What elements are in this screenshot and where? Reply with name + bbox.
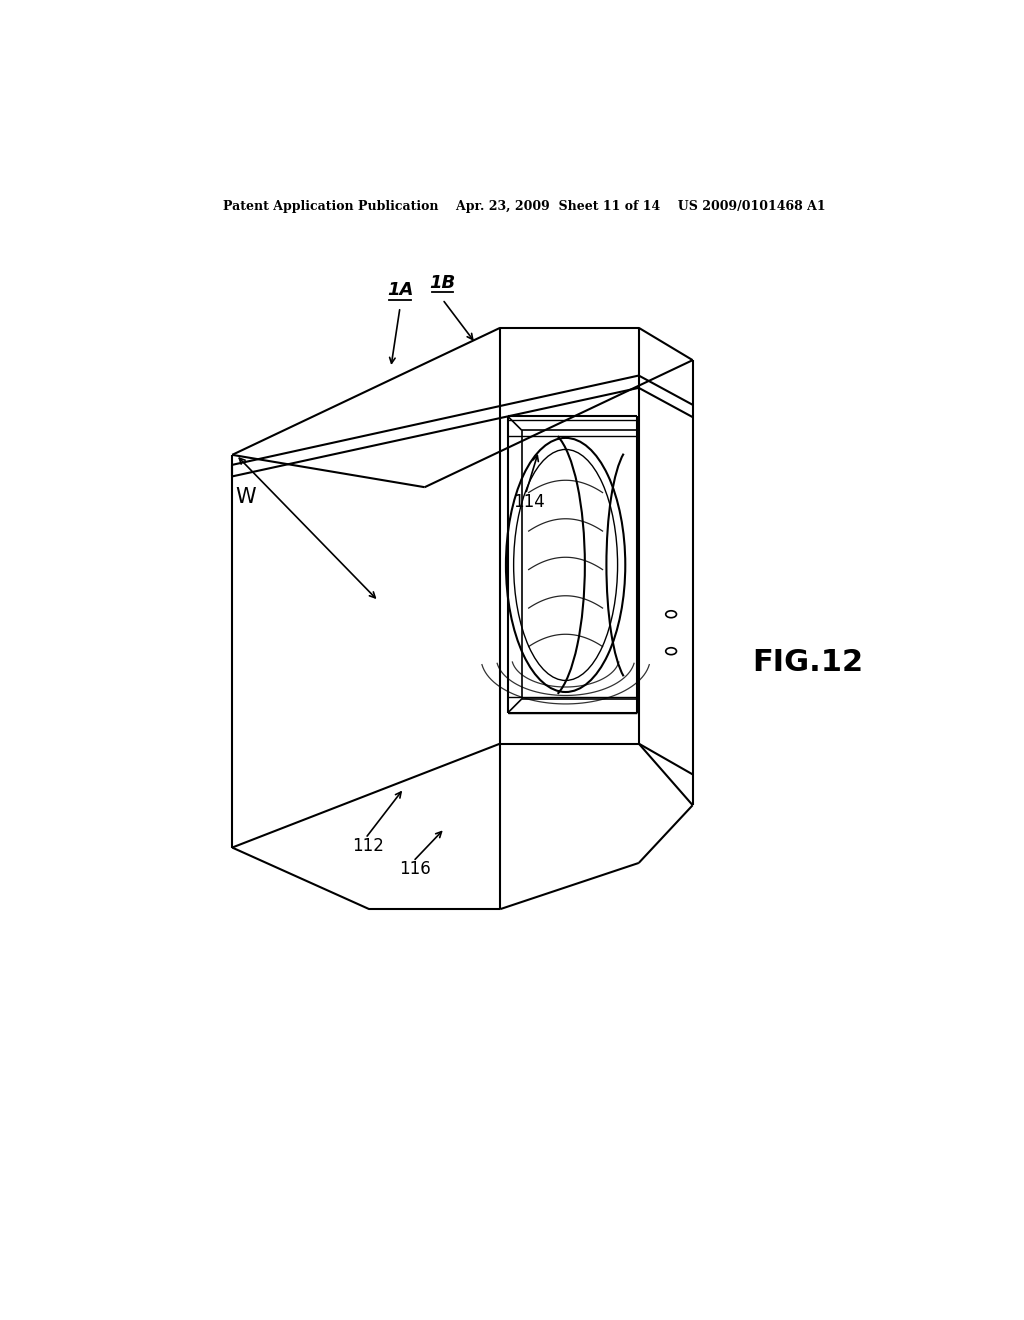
Text: 1B: 1B [429,273,456,292]
Text: 116: 116 [399,861,431,878]
Text: 1A: 1A [387,281,414,300]
Text: W: W [236,487,256,507]
Text: FIG.12: FIG.12 [753,648,864,677]
Text: Patent Application Publication    Apr. 23, 2009  Sheet 11 of 14    US 2009/01014: Patent Application Publication Apr. 23, … [223,199,826,213]
Text: 112: 112 [352,837,384,855]
Text: 114: 114 [514,492,546,511]
